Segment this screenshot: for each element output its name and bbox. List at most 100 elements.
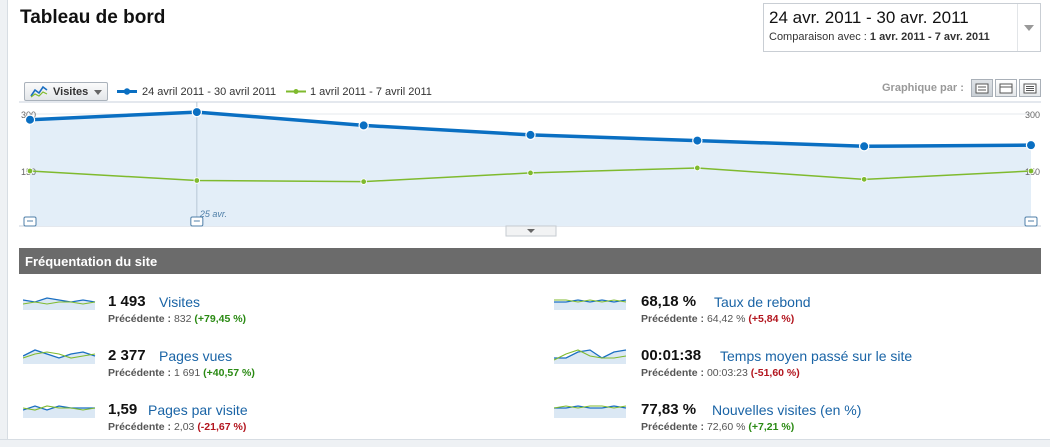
data-point-current[interactable] xyxy=(358,120,369,131)
kpi-previous-label: Précédente : xyxy=(108,421,174,433)
month-view-icon xyxy=(1023,83,1037,94)
sparkline xyxy=(554,349,627,364)
kpi-value: 00:01:38 xyxy=(641,347,702,364)
chevron-down-icon xyxy=(1024,25,1034,31)
kpi-previous-value: 00:03:23 xyxy=(706,367,751,379)
hover-date-label: 25 avr. xyxy=(199,209,227,219)
data-point-previous[interactable] xyxy=(860,176,868,183)
kpi-value: 1 493 xyxy=(108,293,146,310)
kpi-previous-label: Précédente : xyxy=(108,367,174,379)
kpi-previous: Précédente : 2,03 (-21,67 %) xyxy=(108,421,246,433)
data-point-previous[interactable] xyxy=(527,169,534,177)
page-title: Tableau de bord xyxy=(20,7,166,28)
date-range-picker[interactable]: 24 avr. 2011 - 30 avr. 2011 Comparaison … xyxy=(763,3,1041,52)
kpi-value: 77,83 % xyxy=(641,401,697,418)
kpi-2: 2 377 Pages vues Précédente : 1 691 (+40,5… xyxy=(23,344,503,388)
data-point-previous[interactable] xyxy=(360,178,367,185)
date-dropdown-button[interactable] xyxy=(1017,4,1040,51)
kpi-previous: Précédente : 832 (+79,45 %) xyxy=(108,313,246,325)
graph-by-label: Graphique par : xyxy=(882,82,964,94)
kpi-previous: Précédente : 64,42 % (+5,84 %) xyxy=(641,313,794,325)
sparkline-previous xyxy=(554,299,627,303)
legend-marker-previous xyxy=(286,89,306,94)
visits-line-chart[interactable]: 30015030015025 avr. xyxy=(0,0,1050,240)
kpi-change: (+79,45 %) xyxy=(194,313,247,325)
kpi-previous-value: 832 xyxy=(173,313,195,325)
sparkline-area xyxy=(554,406,626,418)
kpi-change: (-51,60 %) xyxy=(750,367,800,379)
sparkline-current xyxy=(23,405,95,411)
chevron-down-icon xyxy=(94,90,102,95)
sparkline-current xyxy=(23,349,96,359)
kpi-previous-label: Précédente : xyxy=(641,313,707,325)
y-tick-right-300: 300 xyxy=(1025,110,1040,120)
sparkline-previous xyxy=(554,405,627,409)
compare-prefix: Comparaison avec : xyxy=(769,31,870,43)
sparkline-previous xyxy=(23,301,96,305)
sparkline xyxy=(23,405,96,418)
metric-selector-label: Visites xyxy=(53,86,89,98)
kpi-metric-link[interactable]: Visites xyxy=(159,294,200,310)
kpi-0: 1 493 Visites Précédente : 832 (+79,45 %) xyxy=(23,290,503,334)
week-view-icon xyxy=(999,83,1013,94)
kpi-previous-label: Précédente : xyxy=(641,421,707,433)
kpi-previous-value: 72,60 % xyxy=(706,421,749,433)
kpi-previous: Précédente : 72,60 % (+7,21 %) xyxy=(641,421,794,433)
graph-by-week-button[interactable] xyxy=(995,79,1017,97)
sparkline-previous xyxy=(23,351,96,359)
kpi-previous-value: 2,03 xyxy=(173,421,198,433)
kpi-value: 2 377 xyxy=(108,347,146,364)
kpi-4: 1,59 Pages par visite Précédente : 2,03 (-… xyxy=(23,398,503,442)
data-point-current[interactable] xyxy=(692,135,703,146)
graph-by-month-button[interactable] xyxy=(1019,79,1041,97)
kpi-3: 00:01:38 Temps moyen passé sur le site Pré… xyxy=(554,344,1034,388)
sparkline-current xyxy=(554,349,627,359)
sparkline xyxy=(23,297,96,310)
left-frame xyxy=(0,0,8,447)
sparkline xyxy=(554,299,627,310)
kpi-previous-value: 64,42 % xyxy=(706,313,749,325)
compare-range: 1 avr. 2011 - 7 avr. 2011 xyxy=(869,31,990,43)
legend-marker-current xyxy=(117,88,137,95)
data-point-current[interactable] xyxy=(24,114,36,125)
line-chart-icon xyxy=(30,85,48,98)
kpi-previous: Précédente : 1 691 (+40,57 %) xyxy=(108,367,255,379)
sparkline-area xyxy=(554,300,626,310)
metric-selector[interactable]: Visites xyxy=(24,82,108,101)
kpi-metric-link[interactable]: Nouvelles visites (en %) xyxy=(712,402,862,418)
kpi-change: (-21,67 %) xyxy=(197,421,247,433)
data-point-current[interactable] xyxy=(1025,139,1037,151)
sparkline xyxy=(23,349,96,364)
date-range-compare: Comparaison avec : 1 avr. 2011 - 7 avr. … xyxy=(769,31,990,43)
kpi-value: 1,59 xyxy=(108,401,138,418)
section-header: Fréquentation du site xyxy=(19,248,1041,274)
data-point-current[interactable] xyxy=(191,106,203,118)
data-point-previous[interactable] xyxy=(694,164,701,172)
legend-label-previous: 1 avril 2011 - 7 avril 2011 xyxy=(310,86,432,98)
data-point-previous[interactable] xyxy=(193,177,201,184)
graph-by-day-button[interactable] xyxy=(971,79,993,97)
data-point-current[interactable] xyxy=(858,141,870,152)
kpi-previous: Précédente : 00:03:23 (-51,60 %) xyxy=(641,367,800,379)
data-point-previous[interactable] xyxy=(1027,167,1035,175)
sparkline-current xyxy=(554,405,627,409)
data-point-current[interactable] xyxy=(525,129,536,141)
sparkline xyxy=(554,405,627,418)
kpi-metric-link[interactable]: Temps moyen passé sur le site xyxy=(720,348,913,364)
kpi-metric-link[interactable]: Taux de rebond xyxy=(714,294,811,310)
sparkline-previous xyxy=(23,405,96,411)
kpi-5: 77,83 % Nouvelles visites (en %) Précédent… xyxy=(554,398,1034,442)
kpi-metric-link[interactable]: Pages vues xyxy=(159,348,233,364)
kpi-change: (+5,84 %) xyxy=(748,313,795,325)
data-point-previous[interactable] xyxy=(26,167,34,175)
sparkline-previous xyxy=(554,349,627,361)
kpi-previous-label: Précédente : xyxy=(108,313,174,325)
series-area-current xyxy=(30,112,1031,226)
kpi-metric-link[interactable]: Pages par visite xyxy=(148,402,248,418)
date-range-current: 24 avr. 2011 - 30 avr. 2011 xyxy=(769,8,969,27)
chevron-down-icon xyxy=(527,229,535,233)
kpi-previous-value: 1 691 xyxy=(173,367,204,379)
kpi-value: 68,18 % xyxy=(641,293,697,310)
kpi-change: (+40,57 %) xyxy=(203,367,255,379)
legend-label-current: 24 avril 2011 - 30 avril 2011 xyxy=(142,86,277,98)
